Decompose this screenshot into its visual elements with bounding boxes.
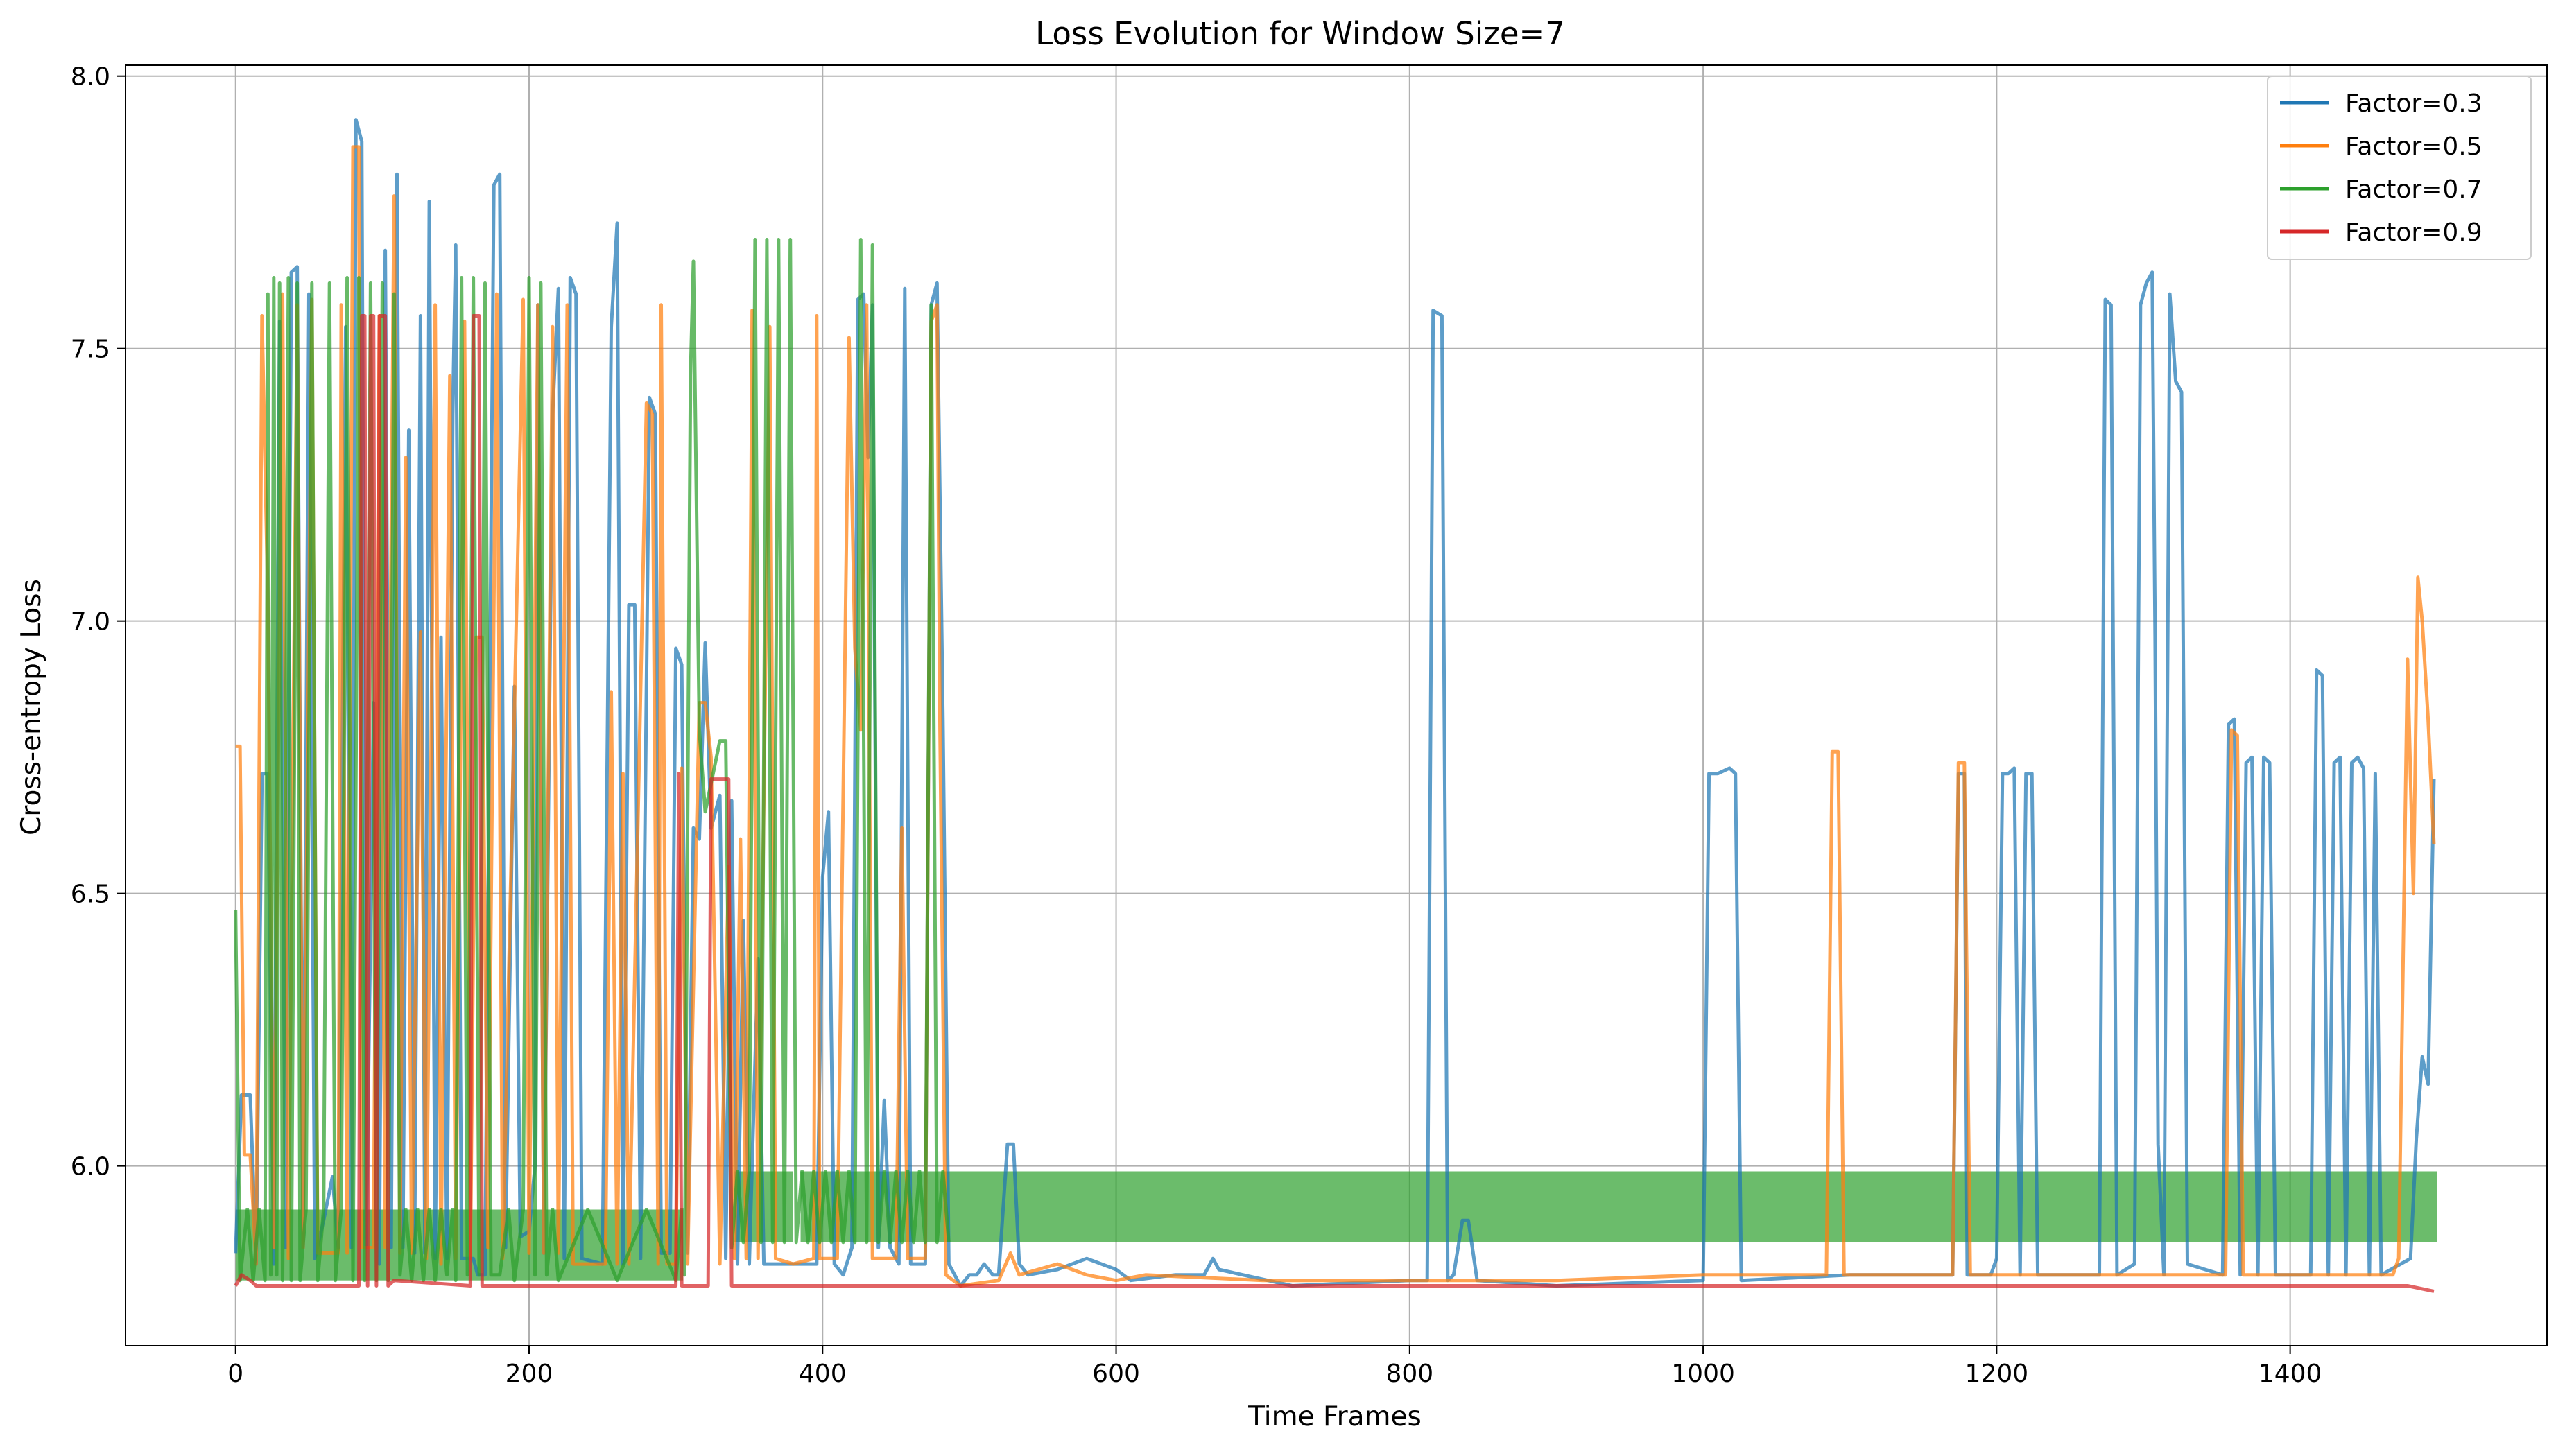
series-line-3 xyxy=(234,238,951,1283)
x-tick-label: 1400 xyxy=(2259,1360,2322,1388)
y-axis-ticks: 6.0 6.5 7.0 7.5 8.0 xyxy=(71,63,126,1181)
series-layer xyxy=(234,118,2436,1293)
x-tick-label: 600 xyxy=(1092,1360,1140,1388)
x-tick-label: 400 xyxy=(799,1360,847,1388)
y-axis-label: Cross-entropy Loss xyxy=(16,579,47,835)
y-tick-label: 6.0 xyxy=(71,1153,110,1181)
legend-label: Factor=0.5 xyxy=(2345,132,2482,161)
x-tick-label: 1000 xyxy=(1671,1360,1735,1388)
legend-label: Factor=0.7 xyxy=(2345,175,2482,204)
legend: Factor=0.3 Factor=0.5 Factor=0.7 Factor=0.9 xyxy=(2267,76,2532,260)
y-tick-label: 7.5 xyxy=(71,336,110,364)
x-tick-label: 200 xyxy=(506,1360,553,1388)
x-tick-label: 0 xyxy=(227,1360,243,1388)
chart-title: Loss Evolution for Window Size=7 xyxy=(1035,15,1565,52)
x-axis-ticks: 0 200 400 600 800 1000 1200 1400 xyxy=(227,1346,2322,1388)
x-tick-label: 800 xyxy=(1385,1360,1433,1388)
legend-label: Factor=0.3 xyxy=(2345,89,2482,118)
legend-box xyxy=(2267,76,2532,260)
plot-frame xyxy=(125,64,2548,1346)
y-tick-label: 7.0 xyxy=(71,608,110,636)
x-axis-label: Time Frames xyxy=(1247,1401,1422,1432)
y-tick-label: 8.0 xyxy=(71,63,110,92)
series-band-3 xyxy=(800,1171,2437,1242)
series-line-4 xyxy=(234,314,2435,1293)
y-tick-label: 6.5 xyxy=(71,881,110,909)
x-tick-label: 1200 xyxy=(1965,1360,2029,1388)
series-line-1 xyxy=(234,118,2436,1288)
legend-label: Factor=0.9 xyxy=(2345,218,2482,247)
series-band-3 xyxy=(456,1209,684,1281)
